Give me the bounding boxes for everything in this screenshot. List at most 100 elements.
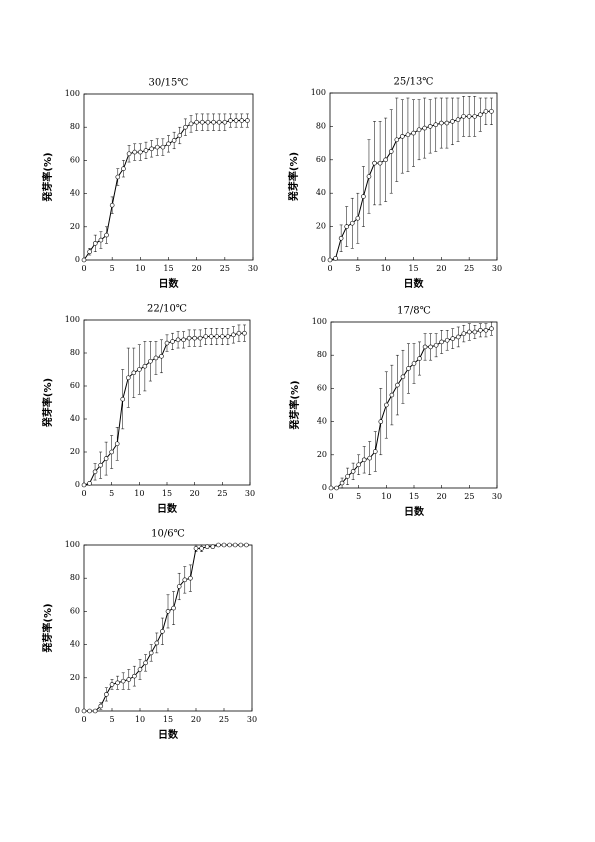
data-point xyxy=(148,358,153,364)
data-point xyxy=(327,257,333,263)
data-point xyxy=(417,356,422,361)
data-point xyxy=(444,337,450,343)
data-point xyxy=(238,542,244,548)
data-point xyxy=(361,194,366,199)
y-tick-label: 80 xyxy=(316,121,326,130)
data-point xyxy=(450,119,455,124)
data-point xyxy=(461,331,467,336)
data-point xyxy=(489,326,494,331)
data-point xyxy=(194,119,199,125)
x-tick-label: 30 xyxy=(247,715,257,724)
data-line xyxy=(329,110,492,261)
data-point xyxy=(143,148,149,153)
y-tick-label: 60 xyxy=(70,155,80,164)
data-point xyxy=(193,546,199,551)
x-tick-label: 10 xyxy=(381,264,391,273)
x-tick-label: 20 xyxy=(436,264,446,273)
data-point xyxy=(132,149,137,155)
data-point xyxy=(467,329,472,335)
data-point xyxy=(377,160,383,166)
data-point xyxy=(333,256,338,261)
data-point xyxy=(164,340,170,346)
x-tick-label: 30 xyxy=(245,489,255,498)
data-point xyxy=(383,157,388,163)
y-tick-label: 20 xyxy=(70,222,80,231)
data-point xyxy=(87,481,92,486)
y-tick-label: 100 xyxy=(312,317,327,326)
data-point xyxy=(242,330,247,336)
data-point xyxy=(87,708,92,714)
data-point xyxy=(98,237,104,243)
data-point xyxy=(227,542,232,548)
data-point xyxy=(87,249,92,254)
data-point xyxy=(478,327,483,333)
data-point xyxy=(81,708,87,714)
data-point xyxy=(344,224,350,229)
x-tick-label: 30 xyxy=(492,492,502,501)
data-point xyxy=(199,546,204,551)
x-tick-label: 0 xyxy=(327,264,332,273)
data-point xyxy=(389,392,395,398)
data-point xyxy=(148,650,154,656)
y-axis-label: 発芽率(%) xyxy=(41,378,54,428)
y-tick-label: 0 xyxy=(322,483,327,492)
data-point xyxy=(115,174,121,180)
data-point xyxy=(355,215,361,221)
data-point xyxy=(104,232,109,238)
data-point xyxy=(395,382,400,388)
data-point xyxy=(103,456,109,461)
data-point xyxy=(197,335,203,341)
data-point xyxy=(131,370,137,376)
x-tick-label: 10 xyxy=(135,715,145,724)
data-point xyxy=(394,137,400,143)
y-tick-label: 60 xyxy=(70,381,80,390)
data-point xyxy=(220,334,225,339)
data-point xyxy=(203,334,209,339)
data-point xyxy=(433,342,439,348)
data-point xyxy=(461,114,466,119)
x-tick-label: 20 xyxy=(190,489,200,498)
data-point xyxy=(109,202,115,208)
data-point xyxy=(170,339,175,344)
data-point xyxy=(81,257,87,263)
y-tick-label: 0 xyxy=(321,255,326,264)
x-axis-label: 日数 xyxy=(158,728,179,741)
x-axis-label: 日数 xyxy=(404,505,425,518)
data-point xyxy=(483,109,489,114)
y-tick-label: 100 xyxy=(65,315,80,324)
data-point xyxy=(384,402,389,408)
data-point xyxy=(126,677,132,682)
data-point xyxy=(239,118,245,123)
data-point xyxy=(171,605,176,611)
data-point xyxy=(159,353,164,359)
data-point xyxy=(208,334,214,339)
data-point xyxy=(81,482,87,488)
data-point xyxy=(244,542,249,548)
data-point xyxy=(367,455,373,461)
data-point xyxy=(361,457,367,463)
data-point xyxy=(137,667,143,672)
data-point xyxy=(200,119,205,125)
x-tick-label: 0 xyxy=(81,489,86,498)
x-tick-label: 10 xyxy=(135,264,145,273)
data-point xyxy=(400,134,405,139)
data-point xyxy=(154,640,160,646)
data-point xyxy=(149,146,154,152)
x-tick-label: 15 xyxy=(163,715,173,724)
y-tick-label: 20 xyxy=(316,222,326,231)
data-point xyxy=(236,330,242,336)
y-tick-label: 60 xyxy=(70,606,80,615)
x-tick-label: 5 xyxy=(110,264,115,273)
y-tick-label: 80 xyxy=(70,348,80,357)
data-point xyxy=(406,366,411,371)
data-point xyxy=(405,132,411,138)
data-point xyxy=(153,355,159,361)
x-tick-label: 0 xyxy=(81,264,86,273)
data-line xyxy=(84,544,247,712)
y-tick-label: 40 xyxy=(70,189,80,198)
y-tick-label: 60 xyxy=(316,155,326,164)
y-tick-label: 80 xyxy=(70,122,80,131)
data-point xyxy=(422,344,428,350)
data-point xyxy=(154,144,160,150)
